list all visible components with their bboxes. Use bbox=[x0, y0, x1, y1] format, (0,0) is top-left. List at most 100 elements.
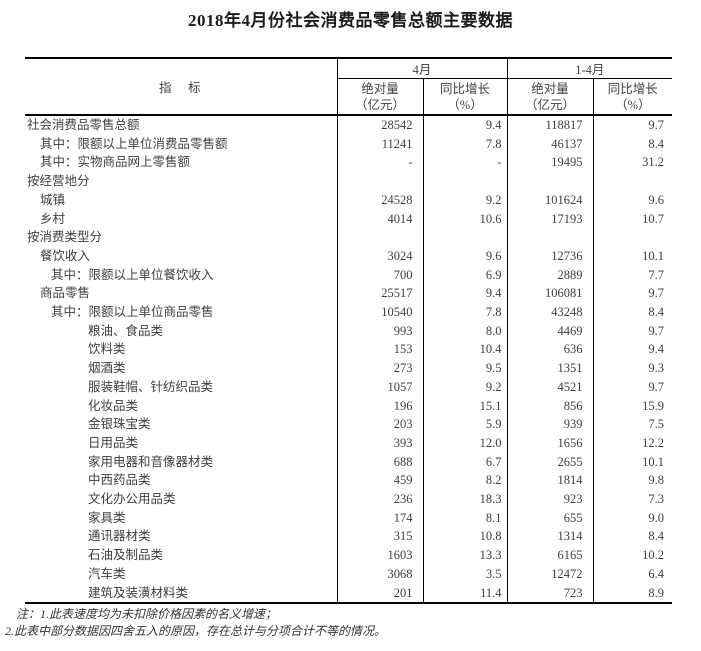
absolute-label-line1: 绝对量 bbox=[531, 81, 569, 96]
cumulative-absolute-cell: 636 bbox=[507, 340, 594, 360]
april-yoy-cell: 9.5 bbox=[423, 359, 508, 378]
april-yoy-cell: 9.4 bbox=[423, 284, 508, 304]
april-absolute-cell: 153 bbox=[337, 340, 424, 360]
table-header: 指 标 4月 1-4月 绝对量 （亿元） 同比增长 （%） 绝对量 （亿元） bbox=[25, 58, 673, 116]
april-yoy-cell: 5.9 bbox=[423, 415, 508, 434]
april-absolute-cell: 700 bbox=[337, 265, 424, 285]
april-absolute-cell: 1603 bbox=[337, 546, 424, 565]
cumulative-yoy-cell bbox=[593, 228, 672, 247]
cumulative-absolute-cell: 1351 bbox=[507, 359, 594, 378]
table-row: 中西药品类 459 8.2 1814 9.8 bbox=[25, 471, 672, 491]
table-row: 化妆品类 196 15.1 856 15.9 bbox=[25, 396, 672, 416]
april-absolute-cell: 11241 bbox=[337, 134, 424, 154]
cumulative-yoy-cell: 10.1 bbox=[642, 248, 665, 263]
indicator-cell: 粮油、食品类 bbox=[25, 321, 338, 341]
indicator-cell: 服装鞋帽、针纺织品类 bbox=[25, 377, 338, 397]
cumulative-yoy-cell: 9.7 bbox=[648, 323, 665, 338]
indicator-cell: 中西药品类 bbox=[25, 471, 338, 491]
cumulative-absolute-cell: 2655 bbox=[507, 452, 594, 472]
cumulative-absolute-cell: 723 bbox=[507, 583, 594, 604]
cumulative-yoy-cell: 9.7 bbox=[648, 118, 665, 132]
april-absolute-cell: 4014 bbox=[337, 209, 424, 229]
table-row: 汽车类 3068 3.5 12472 6.4 bbox=[25, 564, 672, 584]
table-row: 日用品类 393 12.0 1656 12.2 bbox=[25, 433, 672, 453]
indicator-cell: 家具类 bbox=[25, 508, 338, 528]
indicator-cell: 按经营地分 bbox=[25, 172, 338, 191]
april-absolute-cell: 25517 bbox=[337, 284, 424, 304]
indicator-cell: 按消费类型分 bbox=[25, 228, 338, 247]
col-header-apr-yoy: 同比增长 （%） bbox=[423, 78, 508, 116]
april-absolute-cell: 10540 bbox=[337, 303, 424, 322]
april-absolute-cell: 273 bbox=[337, 359, 424, 378]
april-yoy-cell: - bbox=[423, 153, 508, 173]
indicator-cell: 其中：限额以上单位消费品零售额 bbox=[25, 134, 338, 154]
indicator-cell: 建筑及装潢材料类 bbox=[25, 583, 338, 604]
col-header-cum-absolute: 绝对量 （亿元） bbox=[507, 78, 594, 116]
april-yoy-cell: 9.6 bbox=[423, 246, 508, 266]
table-notes: 注：1.此表速度均为未扣除价格因素的名义增速； 2.此表中部分数据因四舍五入的原… bbox=[0, 606, 701, 640]
cumulative-absolute-cell bbox=[507, 228, 594, 247]
table-row: 其中：限额以上单位消费品零售额 11241 7.8 46137 8.4 bbox=[25, 134, 672, 154]
april-yoy-cell: 7.8 bbox=[423, 303, 508, 322]
cumulative-yoy-cell: 7.7 bbox=[648, 267, 665, 282]
table-row: 文化办公用品类 236 18.3 923 7.3 bbox=[25, 490, 672, 509]
indicator-cell: 金银珠宝类 bbox=[25, 415, 338, 434]
april-absolute-cell: 315 bbox=[337, 527, 424, 547]
indicator-cell: 通讯器材类 bbox=[25, 527, 338, 547]
table-row: 饮料类 153 10.4 636 9.4 bbox=[25, 340, 672, 360]
cumulative-absolute-cell: 4521 bbox=[507, 377, 594, 397]
cumulative-yoy-cell: 15.9 bbox=[642, 398, 665, 413]
yoy-label-line2: （%） bbox=[447, 97, 483, 112]
april-yoy-cell: 12.0 bbox=[423, 433, 508, 453]
indicator-cell: 家用电器和音像器材类 bbox=[25, 452, 338, 472]
april-absolute-cell: 174 bbox=[337, 508, 424, 528]
cumulative-absolute-cell: 106081 bbox=[507, 284, 594, 304]
yoy-label-line2: （%） bbox=[615, 97, 651, 112]
cumulative-yoy-cell: 9.7 bbox=[648, 379, 665, 394]
indicator-cell: 其中：限额以上单位餐饮收入 bbox=[25, 265, 338, 285]
april-yoy-cell: 7.8 bbox=[423, 134, 508, 154]
april-yoy-cell: 6.7 bbox=[423, 452, 508, 472]
cumulative-yoy-cell: 8.4 bbox=[648, 305, 665, 320]
table-row: 商品零售 25517 9.4 106081 9.7 bbox=[25, 284, 672, 304]
cumulative-absolute-cell: 655 bbox=[507, 508, 594, 528]
april-absolute-cell: 1057 bbox=[337, 377, 424, 397]
april-yoy-cell: 9.2 bbox=[423, 377, 508, 397]
table-row: 粮油、食品类 993 8.0 4469 9.7 bbox=[25, 321, 672, 341]
indicator-cell: 餐饮收入 bbox=[25, 246, 338, 266]
april-absolute-cell: 196 bbox=[337, 396, 424, 416]
april-yoy-cell: 10.6 bbox=[423, 209, 508, 229]
april-absolute-cell bbox=[337, 172, 424, 191]
cumulative-absolute-cell: 118817 bbox=[507, 115, 594, 135]
table-row: 按消费类型分 bbox=[25, 228, 672, 247]
cumulative-yoy-cell: 9.4 bbox=[648, 342, 665, 357]
april-yoy-cell: 10.8 bbox=[423, 527, 508, 547]
cumulative-absolute-cell: 939 bbox=[507, 415, 594, 434]
april-yoy-cell: 6.9 bbox=[423, 265, 508, 285]
cumulative-yoy-cell: 8.9 bbox=[648, 585, 665, 600]
cumulative-absolute-cell: 12472 bbox=[507, 564, 594, 584]
april-yoy-cell: 8.2 bbox=[423, 471, 508, 491]
table-row: 服装鞋帽、针纺织品类 1057 9.2 4521 9.7 bbox=[25, 377, 672, 397]
april-yoy-cell: 10.4 bbox=[423, 340, 508, 360]
table-body: 社会消费品零售总额 28542 9.4 118817 9.7 其中：限额以上单位… bbox=[25, 115, 672, 604]
note-2: 2.此表中部分数据因四舍五入的原因，存在总计与分项合计不等的情况。 bbox=[5, 624, 387, 638]
april-yoy-cell: 8.0 bbox=[423, 321, 508, 341]
table-row: 家具类 174 8.1 655 9.0 bbox=[25, 508, 672, 528]
april-yoy-cell: 8.1 bbox=[423, 508, 508, 528]
cumulative-yoy-cell: 12.2 bbox=[642, 435, 665, 450]
cumulative-yoy-cell: 9.3 bbox=[648, 361, 665, 376]
indicator-cell: 烟酒类 bbox=[25, 359, 338, 378]
cumulative-absolute-cell: 43248 bbox=[507, 303, 594, 322]
indicator-cell: 社会消费品零售总额 bbox=[25, 115, 338, 135]
indicator-cell: 化妆品类 bbox=[25, 396, 338, 416]
table-row: 其中：限额以上单位餐饮收入 700 6.9 2889 7.7 bbox=[25, 265, 672, 285]
cumulative-absolute-cell: 2889 bbox=[507, 265, 594, 285]
cumulative-absolute-cell: 6165 bbox=[507, 546, 594, 565]
april-absolute-cell: 201 bbox=[337, 583, 424, 604]
col-header-jan-apr: 1-4月 bbox=[507, 58, 673, 79]
table-row: 通讯器材类 315 10.8 1314 8.4 bbox=[25, 527, 672, 547]
table-row: 按经营地分 bbox=[25, 172, 672, 191]
table-row: 城镇 24528 9.2 101624 9.6 bbox=[25, 190, 672, 210]
